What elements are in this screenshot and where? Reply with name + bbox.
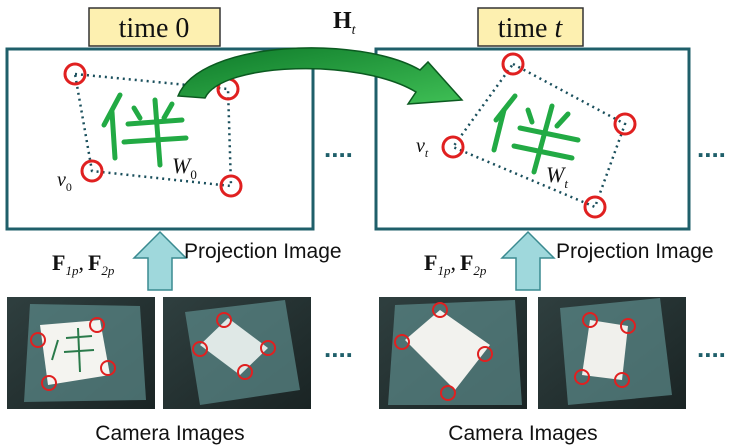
stroke-2 <box>109 109 118 161</box>
corner-marker <box>441 135 465 159</box>
photo-marker <box>41 375 57 391</box>
f1: F <box>52 250 65 275</box>
window-outline <box>73 72 233 188</box>
handwritten-character-right <box>491 93 581 175</box>
f2-sub: 2p <box>101 263 115 278</box>
photo-marker <box>477 346 493 362</box>
projection-image-label-right: Projection Image <box>556 240 714 263</box>
window-sub: t <box>564 176 568 191</box>
projection-frame-time0: v0 W0 <box>5 47 315 231</box>
stroke-2 <box>491 107 507 153</box>
time0-label-box: time 0 <box>88 7 221 47</box>
stroke-3 <box>131 105 143 121</box>
vertex-sub: t <box>425 146 429 160</box>
photo-marker <box>620 318 636 334</box>
f1-sub: 1p <box>65 263 79 278</box>
photo-marker <box>260 340 276 356</box>
corner-marker <box>80 159 104 183</box>
photo-marker <box>440 385 456 401</box>
camera-image-2 <box>163 297 311 409</box>
photo-marker <box>432 302 448 318</box>
window-outline <box>451 62 627 209</box>
paper <box>582 320 628 380</box>
curved-arrow-shape <box>176 47 464 105</box>
photo-marker <box>89 317 105 333</box>
corner-marker <box>583 195 607 219</box>
photo-handwriting <box>51 327 95 373</box>
stroke-5 <box>517 125 581 143</box>
transform-letter: H <box>333 8 352 34</box>
window-letter: W <box>172 153 192 178</box>
f2: F <box>460 250 473 275</box>
projection-image-label-left: Projection Image <box>184 240 342 263</box>
stroke-4 <box>161 101 175 121</box>
photo-marker <box>582 312 598 328</box>
stroke-7 <box>531 103 555 175</box>
paper <box>200 318 268 375</box>
photo-marker <box>574 369 590 385</box>
timet-word: time <box>498 13 548 44</box>
vertex-label-v0: v0 <box>57 169 72 194</box>
up-arrow-right <box>500 230 556 291</box>
stroke-4 <box>554 111 571 129</box>
window-sub: 0 <box>190 167 197 182</box>
ellipsis-frames-right: .... <box>697 133 726 163</box>
transform-arrow <box>176 47 464 105</box>
ellipsis-cameras: .... <box>324 333 353 363</box>
time0-word: time <box>119 13 169 44</box>
sep: , <box>78 250 84 275</box>
camera-image-1 <box>7 297 155 409</box>
camera-image-4 <box>538 297 686 409</box>
timet-text: time t <box>498 13 564 44</box>
photo-marker <box>237 364 253 380</box>
vertex-sub: 0 <box>66 180 72 194</box>
photo-marker <box>100 360 116 376</box>
stroke-6 <box>511 143 575 161</box>
vertex-letter: v <box>57 169 66 191</box>
time0-box <box>88 7 221 47</box>
up-arrow-left <box>132 230 188 291</box>
corner-marker <box>63 62 87 86</box>
f2: F <box>88 250 101 275</box>
corner-marker <box>613 112 637 136</box>
time0-value: 0 <box>175 13 189 44</box>
paper <box>405 310 490 390</box>
matrix-label-right: F1p, F2p <box>424 250 487 278</box>
matrix-label-left: F1p, F2p <box>52 250 115 278</box>
photo-marker <box>216 312 232 328</box>
vertex-label-vt: vt <box>416 135 429 160</box>
stroke-6 <box>121 135 189 145</box>
timet-box <box>477 7 584 47</box>
window-label-w0: W0 <box>172 153 197 182</box>
transform-label: Ht <box>333 8 357 38</box>
corner-marker <box>219 174 243 198</box>
ellipsis-cameras-right: .... <box>697 333 726 363</box>
time0-text: time 0 <box>119 13 190 44</box>
timet-value: t <box>554 13 563 44</box>
photo-marker <box>614 372 630 388</box>
stroke-3 <box>525 107 535 125</box>
window-letter: W <box>546 162 566 187</box>
vertex-letter: v <box>416 135 425 157</box>
photo-marker <box>30 332 46 348</box>
photo-marker <box>394 334 410 350</box>
f2-sub: 2p <box>473 263 487 278</box>
f1-sub: 1p <box>437 263 451 278</box>
f1: F <box>424 250 437 275</box>
paper <box>40 320 110 385</box>
camera-image-3 <box>379 297 527 409</box>
timet-label-box: time t <box>477 7 584 47</box>
corner-marker <box>501 52 525 76</box>
camera-images-label-right: Camera Images <box>448 422 597 445</box>
sep: , <box>450 250 456 275</box>
camera-images-label-left: Camera Images <box>95 422 244 445</box>
stroke-7 <box>152 97 163 168</box>
transform-sub: t <box>352 23 357 38</box>
ellipsis-frames: .... <box>324 133 353 163</box>
window-label-wt: Wt <box>546 162 568 191</box>
handwritten-character-left <box>101 92 189 168</box>
photo-marker <box>192 341 208 357</box>
